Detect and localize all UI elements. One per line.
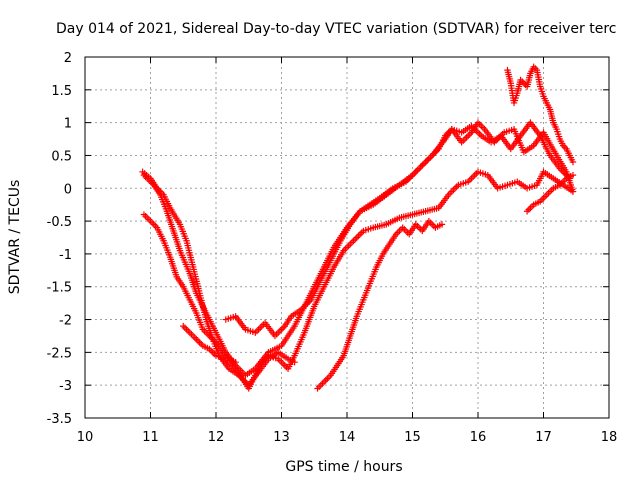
x-axis-label: GPS time / hours — [285, 459, 402, 475]
y-tick-label: 1 — [64, 117, 72, 132]
x-axis-ticks: 10 11 12 13 14 15 16 17 18 — [77, 57, 618, 445]
series-track-2 — [140, 119, 577, 379]
y-tick-label: 1.5 — [51, 84, 72, 99]
y-tick-label: -2 — [59, 314, 72, 329]
x-tick-label: 10 — [77, 430, 94, 445]
series-track-4 — [180, 168, 577, 392]
y-tick-label: -0.5 — [47, 215, 72, 230]
y-tick-label: -2.5 — [47, 346, 72, 361]
data-point — [232, 359, 239, 366]
y-tick-label: 0 — [64, 182, 72, 197]
y-tick-label: -1.5 — [47, 281, 72, 296]
x-tick-label: 12 — [208, 430, 225, 445]
series-track-6 — [314, 217, 446, 392]
x-tick-label: 11 — [142, 430, 159, 445]
series-track-5 — [222, 119, 573, 340]
y-tick-label: -3.5 — [47, 412, 72, 427]
series-track-8 — [523, 171, 577, 215]
data-point — [569, 171, 577, 179]
x-tick-label: 18 — [601, 430, 618, 445]
series-track-7 — [504, 63, 577, 166]
data-points — [139, 63, 577, 392]
x-tick-label: 16 — [470, 430, 487, 445]
x-tick-label: 15 — [404, 430, 421, 445]
data-point — [438, 221, 446, 228]
data-point — [569, 158, 577, 166]
y-tick-label: -3 — [59, 379, 72, 394]
data-point — [569, 188, 577, 195]
x-tick-label: 14 — [339, 430, 356, 445]
x-tick-label: 17 — [535, 430, 552, 445]
plot-frame — [84, 56, 610, 419]
x-tick-label: 13 — [273, 430, 290, 445]
y-tick-label: -1 — [59, 248, 72, 263]
y-tick-label: 0.5 — [51, 149, 72, 164]
grid-lines — [85, 57, 609, 418]
series-track-3 — [140, 211, 239, 366]
y-tick-label: 2 — [64, 51, 72, 66]
chart-title: Day 014 of 2021, Sidereal Day-to-day VTE… — [56, 21, 616, 37]
y-axis-ticks: -3.5 -3 -2.5 -2 -1.5 -1 -0.5 0 0.5 1 1.5 2 — [47, 51, 609, 427]
y-axis-label: SDTVAR / TECUs — [7, 180, 23, 295]
